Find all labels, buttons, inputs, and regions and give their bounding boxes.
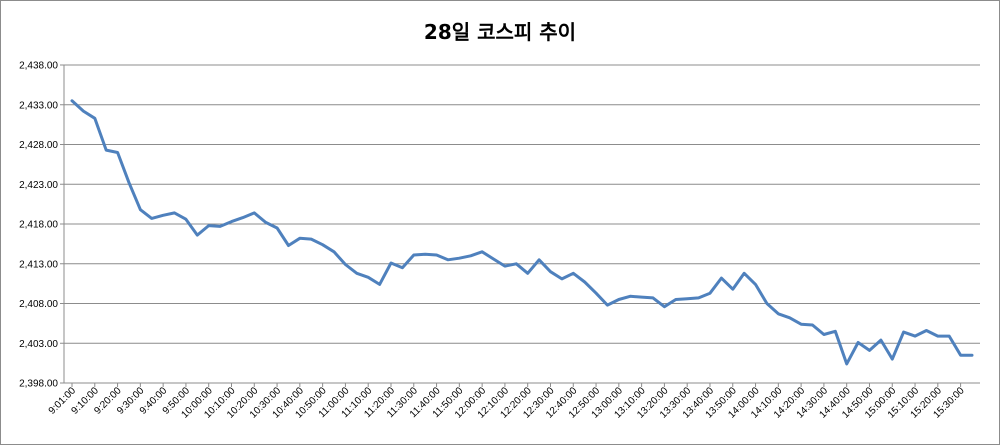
data-point	[857, 342, 859, 343]
data-point	[937, 335, 939, 337]
data-point	[891, 358, 893, 360]
data-point	[299, 237, 301, 239]
data-point	[105, 149, 107, 151]
data-point	[971, 354, 973, 356]
data-point	[663, 306, 665, 308]
data-point	[493, 258, 494, 260]
data-point	[162, 214, 164, 216]
data-point	[652, 297, 654, 299]
data-point	[766, 303, 768, 304]
data-point	[174, 212, 175, 214]
data-point	[834, 330, 836, 332]
data-point	[800, 323, 802, 325]
data-point	[709, 292, 711, 294]
data-point	[948, 335, 950, 337]
y-tick-label: 2,438.00	[19, 61, 58, 72]
data-point	[94, 117, 96, 119]
data-point	[447, 259, 449, 261]
data-point	[71, 100, 73, 102]
data-point	[504, 265, 506, 267]
data-point	[117, 152, 119, 153]
data-point	[436, 254, 438, 256]
data-point	[846, 363, 848, 365]
data-point	[356, 272, 358, 274]
gridlines	[64, 64, 980, 344]
y-tick-label: 2,403.00	[19, 339, 58, 350]
data-point	[276, 227, 278, 229]
data-point	[333, 251, 335, 253]
data-point	[196, 234, 198, 236]
data-point	[151, 217, 153, 219]
data-point	[686, 298, 688, 300]
data-point	[720, 277, 722, 279]
data-point	[185, 218, 187, 220]
data-point	[401, 267, 403, 269]
data-point	[925, 330, 927, 331]
data-point	[367, 276, 369, 278]
x-tick-labels: 9:01:009:10:009:20:009:30:009:40:009:50:…	[47, 385, 967, 421]
data-point	[253, 212, 255, 214]
data-point	[732, 288, 734, 290]
data-point	[595, 292, 597, 294]
y-tick-label: 2,398.00	[19, 379, 58, 390]
y-tick-label: 2,428.00	[19, 140, 58, 151]
data-point	[265, 221, 267, 223]
data-point	[618, 299, 620, 300]
data-point	[743, 272, 745, 274]
data-point	[914, 335, 916, 337]
y-tick-label: 2,418.00	[19, 220, 58, 231]
data-point	[880, 339, 882, 341]
data-point	[755, 283, 756, 285]
data-point	[561, 278, 563, 280]
data-point	[219, 225, 221, 227]
data-point	[698, 297, 700, 299]
data-point	[128, 182, 130, 184]
axes	[60, 64, 980, 387]
series-line	[70, 99, 974, 366]
data-point	[629, 295, 631, 297]
data-point	[675, 299, 677, 300]
data-point	[82, 110, 84, 112]
data-point	[584, 281, 586, 283]
data-point	[208, 225, 210, 227]
data-point	[572, 272, 574, 274]
data-point	[458, 257, 460, 259]
data-point	[379, 283, 381, 285]
data-point	[527, 272, 529, 274]
data-point	[960, 354, 962, 356]
chart-title: 28일 코스피 추이	[423, 20, 577, 44]
data-point	[641, 296, 643, 298]
data-point	[310, 238, 312, 240]
data-point	[322, 244, 324, 246]
y-tick-label: 2,408.00	[19, 299, 58, 310]
data-point	[550, 271, 551, 273]
data-point	[413, 254, 415, 256]
y-tick-label: 2,423.00	[19, 180, 58, 191]
data-point	[823, 334, 825, 335]
data-point	[288, 245, 289, 246]
data-point	[869, 349, 870, 351]
data-point	[777, 313, 779, 315]
data-point	[139, 209, 141, 211]
y-tick-label: 2,413.00	[19, 259, 58, 270]
data-point	[606, 304, 608, 306]
data-point	[470, 255, 472, 257]
data-point	[903, 331, 905, 333]
data-point	[515, 263, 517, 265]
data-point	[231, 221, 232, 223]
data-point	[242, 217, 244, 219]
data-point	[538, 259, 540, 261]
data-point	[390, 262, 392, 264]
data-point	[424, 253, 426, 255]
data-point	[812, 324, 813, 326]
data-point	[789, 317, 791, 319]
y-tick-label: 2,433.00	[19, 100, 58, 111]
y-tick-labels: 2,398.00 2,403.00 2,408.00 2,413.00 2,418.00…	[19, 61, 58, 390]
data-point	[344, 264, 346, 265]
data-point	[481, 251, 483, 253]
series	[70, 99, 974, 366]
